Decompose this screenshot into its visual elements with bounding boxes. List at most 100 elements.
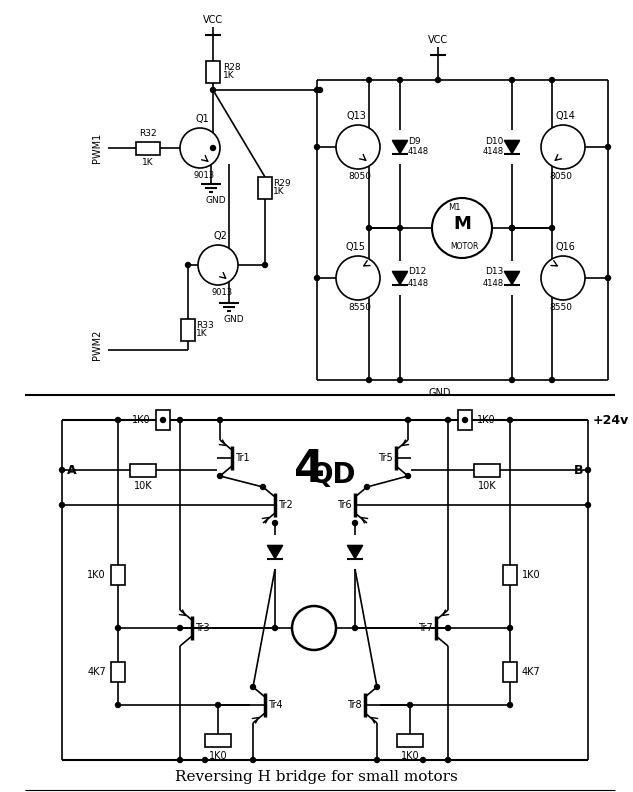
Text: D9: D9 [408, 136, 420, 146]
Circle shape [365, 485, 370, 489]
Text: PWM1: PWM1 [92, 133, 102, 163]
Text: B: B [573, 463, 583, 477]
Circle shape [211, 87, 215, 93]
Text: GND: GND [206, 196, 227, 205]
Text: Tr8: Tr8 [348, 700, 362, 710]
Polygon shape [392, 140, 408, 154]
Text: 4148: 4148 [483, 147, 504, 157]
Circle shape [446, 757, 451, 763]
Circle shape [251, 684, 256, 690]
Circle shape [318, 87, 322, 93]
Text: 1K0: 1K0 [522, 570, 541, 580]
Circle shape [315, 276, 320, 280]
Circle shape [292, 606, 336, 650]
Circle shape [508, 626, 513, 630]
Circle shape [420, 757, 425, 763]
Circle shape [336, 125, 380, 169]
Bar [397, 733, 423, 747]
Circle shape [375, 757, 380, 763]
Polygon shape [392, 272, 408, 284]
Text: M: M [453, 215, 471, 233]
Bar [136, 142, 160, 154]
Bar [458, 410, 472, 430]
Circle shape [510, 226, 515, 230]
Text: 1K: 1K [142, 158, 154, 167]
Polygon shape [505, 272, 520, 284]
Circle shape [606, 276, 610, 280]
Circle shape [508, 417, 513, 422]
Polygon shape [348, 546, 363, 558]
Circle shape [203, 757, 208, 763]
Text: 1K: 1K [273, 188, 285, 196]
Circle shape [432, 198, 492, 258]
Bar [503, 662, 517, 682]
Circle shape [510, 78, 515, 82]
Circle shape [177, 757, 182, 763]
Circle shape [586, 502, 591, 508]
Text: R32: R32 [139, 129, 157, 138]
Circle shape [586, 467, 591, 473]
Circle shape [510, 378, 515, 383]
Circle shape [508, 703, 513, 707]
Text: VCC: VCC [203, 15, 223, 25]
Text: Tr6: Tr6 [337, 500, 352, 510]
Text: Q15: Q15 [346, 242, 366, 252]
Text: Tr2: Tr2 [278, 500, 292, 510]
Circle shape [463, 417, 468, 422]
Circle shape [367, 378, 372, 383]
Text: +24v: +24v [593, 413, 629, 427]
Text: Reversing H bridge for small motors: Reversing H bridge for small motors [175, 770, 458, 784]
Circle shape [115, 626, 120, 630]
Text: Q1: Q1 [195, 114, 209, 124]
Circle shape [549, 78, 555, 82]
Text: MOTOR: MOTOR [450, 242, 478, 251]
Circle shape [261, 485, 265, 489]
Circle shape [161, 417, 165, 422]
Bar [258, 177, 272, 199]
Text: Q16: Q16 [555, 242, 575, 252]
Circle shape [215, 703, 220, 707]
Circle shape [115, 417, 120, 422]
Circle shape [446, 626, 451, 630]
Circle shape [315, 144, 320, 150]
Text: D10: D10 [486, 136, 504, 146]
Circle shape [549, 226, 555, 230]
Text: 10K: 10K [478, 481, 496, 491]
Text: GND: GND [223, 315, 244, 324]
Text: Q13: Q13 [346, 111, 366, 121]
Text: GND: GND [429, 388, 451, 398]
Text: Tr3: Tr3 [195, 623, 210, 633]
Circle shape [353, 626, 358, 630]
Polygon shape [505, 140, 520, 154]
Circle shape [510, 226, 515, 230]
Circle shape [185, 262, 191, 268]
Circle shape [406, 474, 410, 478]
Text: 9013: 9013 [211, 288, 232, 297]
Circle shape [198, 245, 238, 285]
Circle shape [549, 378, 555, 383]
Text: 10K: 10K [134, 481, 153, 491]
Text: 4148: 4148 [408, 279, 429, 287]
Bar [130, 463, 156, 477]
Circle shape [180, 128, 220, 168]
Circle shape [211, 146, 215, 150]
Circle shape [272, 520, 277, 526]
Circle shape [541, 125, 585, 169]
Text: Tr5: Tr5 [379, 453, 393, 463]
Text: Q14: Q14 [555, 111, 575, 121]
Text: QD: QD [310, 461, 356, 489]
Text: 8050: 8050 [549, 172, 572, 181]
Circle shape [115, 703, 120, 707]
Circle shape [315, 87, 320, 93]
Circle shape [353, 520, 358, 526]
Text: M1: M1 [448, 203, 460, 212]
Circle shape [263, 262, 268, 268]
Text: D13: D13 [486, 268, 504, 276]
Text: 4K7: 4K7 [87, 667, 106, 677]
Polygon shape [267, 546, 283, 558]
Circle shape [606, 144, 610, 150]
Circle shape [177, 417, 182, 422]
Circle shape [375, 684, 380, 690]
Text: Tr7: Tr7 [418, 623, 433, 633]
Circle shape [398, 226, 403, 230]
